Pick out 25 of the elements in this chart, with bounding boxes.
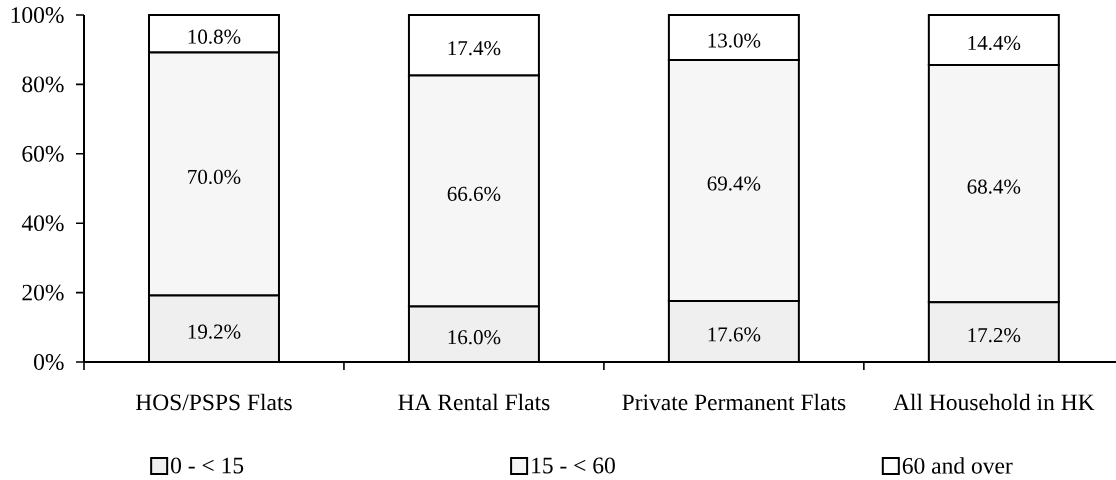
- data-label: 66.6%: [447, 186, 501, 202]
- legend-label: 60 and over: [902, 457, 1013, 474]
- x-tick-label: HOS/PSPS Flats: [135, 393, 292, 411]
- x-tick-label: Private Permanent Flats: [622, 393, 846, 411]
- data-label: 19.2%: [188, 324, 241, 339]
- data-label: 70.0%: [188, 169, 241, 185]
- y-tick-label: 40%: [21, 215, 64, 232]
- data-label: 10.8%: [188, 29, 241, 44]
- data-label: 16.0%: [448, 330, 501, 345]
- x-tick-label: All Household in HK: [893, 393, 1095, 411]
- y-tick-label: 80%: [22, 76, 64, 93]
- data-label: 13.0%: [708, 33, 761, 48]
- y-tick-label: 20%: [22, 284, 64, 301]
- data-label: 69.4%: [707, 176, 761, 191]
- data-label: 14.4%: [968, 35, 1021, 51]
- legend-label: 0 - < 15: [171, 457, 244, 474]
- x-tick-label: HA Rental Flats: [398, 393, 550, 411]
- data-label: 17.2%: [968, 328, 1021, 343]
- data-label: 17.4%: [448, 41, 501, 56]
- y-tick-label: 100%: [11, 7, 64, 23]
- y-tick-label: 0%: [34, 354, 64, 370]
- data-label: 17.6%: [708, 327, 761, 342]
- y-tick-label: 60%: [22, 145, 64, 162]
- legend-label: 15 - < 60: [532, 457, 615, 474]
- data-label: 68.4%: [967, 179, 1021, 194]
